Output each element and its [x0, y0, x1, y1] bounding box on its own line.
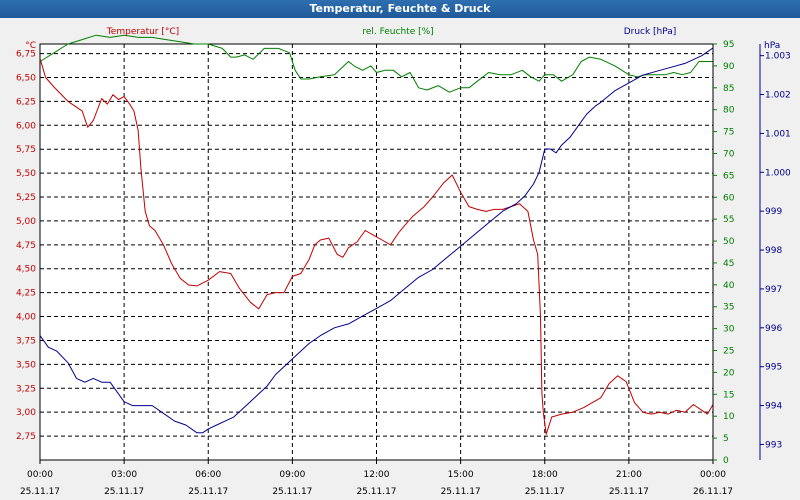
pressure-tick-label: 998 [765, 246, 782, 256]
humidity-tick-label: 35 [723, 303, 734, 313]
humidity-tick-label: 85 [723, 84, 734, 94]
humidity-tick-label: 30 [723, 325, 735, 335]
humidity-line [39, 34, 713, 93]
x-tick-time: 03:00 [111, 470, 137, 480]
humidity-axis-label: rel. Feuchte [%] [362, 27, 433, 37]
temperature-tick-label: 4,25 [16, 289, 36, 299]
x-tick-time: 09:00 [279, 470, 305, 480]
humidity-tick-label: 60 [723, 193, 735, 203]
pressure-tick-label: 994 [765, 402, 782, 412]
temperature-tick-label: 4,50 [16, 265, 36, 275]
temperature-tick-label: 6,50 [16, 73, 36, 83]
temperature-tick-label: 6,00 [16, 121, 36, 131]
temperature-line [39, 58, 714, 435]
temperature-axis-label: Temperatur [°C] [106, 27, 179, 37]
temperature-tick-label: 5,50 [16, 169, 36, 179]
temperature-tick-label: 4,75 [16, 241, 36, 251]
humidity-tick-label: 65 [723, 171, 734, 181]
grid [40, 44, 713, 460]
x-tick-date: 25.11.17 [188, 487, 228, 497]
pressure-tick-label: 1.003 [765, 52, 791, 62]
pressure-line [39, 47, 714, 434]
temperature-tick-label: 5,25 [16, 193, 36, 203]
x-tick-date: 25.11.17 [609, 487, 649, 497]
temperature-tick-label: 6,25 [16, 97, 36, 107]
temperature-tick-label: 3,00 [16, 408, 36, 418]
humidity-tick-label: 15 [723, 390, 734, 400]
humidity-tick-label: 5 [723, 434, 729, 444]
humidity-tick-label: 45 [723, 259, 734, 269]
x-tick-time: 21:00 [616, 470, 642, 480]
series-lines [39, 34, 714, 435]
pressure-unit-label: hPa [764, 41, 780, 51]
temperature-tick-label: 3,25 [16, 384, 36, 394]
temperature-tick-label: 3,50 [16, 360, 36, 370]
x-tick-date: 25.11.17 [20, 487, 60, 497]
pressure-tick-label: 993 [765, 440, 782, 450]
x-tick-time: 15:00 [448, 470, 474, 480]
humidity-tick-label: 25 [723, 347, 734, 357]
x-tick-date: 25.11.17 [356, 487, 396, 497]
humidity-tick-label: 10 [723, 412, 735, 422]
temperature-tick-label: 3,75 [16, 336, 36, 346]
temperature-tick-label: 5,00 [16, 217, 36, 227]
temperature-unit-label: °C [25, 41, 36, 51]
pressure-tick-label: 1.002 [765, 91, 791, 101]
temperature-tick-label: 5,75 [16, 145, 36, 155]
temperature-tick-label: 2,75 [16, 432, 36, 442]
humidity-tick-label: 0 [723, 456, 729, 466]
x-tick-time: 00:00 [27, 470, 53, 480]
humidity-tick-label: 20 [723, 368, 735, 378]
x-tick-date: 26.11.17 [693, 487, 733, 497]
humidity-tick-label: 80 [723, 106, 735, 116]
humidity-tick-label: 75 [723, 128, 734, 138]
x-tick-time: 00:00 [700, 470, 726, 480]
x-tick-date: 25.11.17 [272, 487, 312, 497]
chart: 00:00 25.11.17 03:00 25.11.17 06:00 25.11.17 0… [16, 27, 791, 497]
x-tick-date: 25.11.17 [104, 487, 144, 497]
pressure-tick-label: 996 [765, 324, 782, 334]
pressure-tick-label: 1.001 [765, 129, 791, 139]
temperature-tick-label: 6,75 [16, 50, 36, 60]
x-tick-time: 06:00 [195, 470, 221, 480]
x-tick-time: 12:00 [364, 470, 390, 480]
temperature-tick-label: 4,00 [16, 313, 36, 323]
axes: 00:00 25.11.17 03:00 25.11.17 06:00 25.11.17 0… [16, 40, 791, 497]
pressure-axis-label: Druck [hPa] [624, 27, 677, 37]
humidity-tick-label: 95 [723, 40, 734, 50]
humidity-tick-label: 55 [723, 215, 734, 225]
pressure-tick-label: 997 [765, 285, 782, 295]
x-tick-time: 18:00 [532, 470, 558, 480]
humidity-tick-label: 90 [723, 62, 735, 72]
x-tick-date: 25.11.17 [441, 487, 481, 497]
pressure-tick-label: 1.000 [765, 168, 791, 178]
window-title: Temperatur, Feuchte & Druck [0, 0, 800, 18]
humidity-tick-label: 70 [723, 149, 735, 159]
pressure-tick-label: 999 [765, 207, 782, 217]
pressure-tick-label: 995 [765, 363, 782, 373]
humidity-tick-label: 50 [723, 237, 735, 247]
x-tick-date: 25.11.17 [525, 487, 565, 497]
humidity-tick-label: 40 [723, 281, 735, 291]
